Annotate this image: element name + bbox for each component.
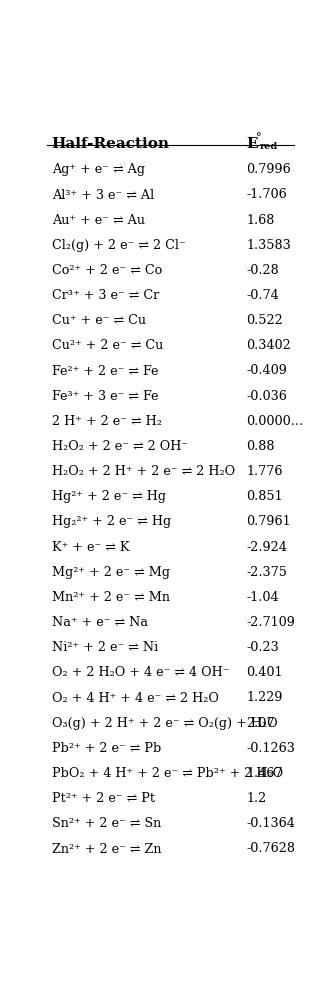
Text: 1.68: 1.68 [246, 213, 275, 226]
Text: 0.3402: 0.3402 [246, 340, 291, 353]
Text: -0.7628: -0.7628 [246, 843, 295, 856]
Text: Cu²⁺ + 2 e⁻ ⇌ Cu: Cu²⁺ + 2 e⁻ ⇌ Cu [52, 340, 163, 353]
Text: -0.1364: -0.1364 [246, 818, 295, 831]
Text: -0.1263: -0.1263 [246, 742, 295, 755]
Text: -0.74: -0.74 [246, 289, 279, 302]
Text: K⁺ + e⁻ ⇌ K: K⁺ + e⁻ ⇌ K [52, 541, 129, 554]
Text: Hg²⁺ + 2 e⁻ ⇌ Hg: Hg²⁺ + 2 e⁻ ⇌ Hg [52, 490, 166, 503]
Text: -2.375: -2.375 [246, 566, 287, 579]
Text: Cl₂(g) + 2 e⁻ ⇌ 2 Cl⁻: Cl₂(g) + 2 e⁻ ⇌ 2 Cl⁻ [52, 239, 186, 252]
Text: Hg₂²⁺ + 2 e⁻ ⇌ Hg: Hg₂²⁺ + 2 e⁻ ⇌ Hg [52, 515, 171, 529]
Text: Al³⁺ + 3 e⁻ ⇌ Al: Al³⁺ + 3 e⁻ ⇌ Al [52, 188, 154, 201]
Text: Fe³⁺ + 3 e⁻ ⇌ Fe: Fe³⁺ + 3 e⁻ ⇌ Fe [52, 389, 158, 402]
Text: O₂ + 4 H⁺ + 4 e⁻ ⇌ 2 H₂O: O₂ + 4 H⁺ + 4 e⁻ ⇌ 2 H₂O [52, 691, 219, 704]
Text: E: E [246, 137, 258, 151]
Text: Ni²⁺ + 2 e⁻ ⇌ Ni: Ni²⁺ + 2 e⁻ ⇌ Ni [52, 641, 158, 654]
Text: 1.229: 1.229 [246, 691, 283, 704]
Text: Half-Reaction: Half-Reaction [52, 137, 170, 151]
Text: O₂ + 2 H₂O + 4 e⁻ ⇌ 4 OH⁻: O₂ + 2 H₂O + 4 e⁻ ⇌ 4 OH⁻ [52, 666, 229, 679]
Text: red: red [259, 141, 278, 150]
Text: Ag⁺ + e⁻ ⇌ Ag: Ag⁺ + e⁻ ⇌ Ag [52, 163, 145, 176]
Text: 1.2: 1.2 [246, 792, 266, 805]
Text: 1.3583: 1.3583 [246, 239, 291, 252]
Text: PbO₂ + 4 H⁺ + 2 e⁻ ⇌ Pb²⁺ + 2 H₂O: PbO₂ + 4 H⁺ + 2 e⁻ ⇌ Pb²⁺ + 2 H₂O [52, 767, 283, 780]
Text: -2.7109: -2.7109 [246, 616, 295, 629]
Text: Zn²⁺ + 2 e⁻ ⇌ Zn: Zn²⁺ + 2 e⁻ ⇌ Zn [52, 843, 161, 856]
Text: Co²⁺ + 2 e⁻ ⇌ Co: Co²⁺ + 2 e⁻ ⇌ Co [52, 264, 162, 277]
Text: Cr³⁺ + 3 e⁻ ⇌ Cr: Cr³⁺ + 3 e⁻ ⇌ Cr [52, 289, 159, 302]
Text: 0.7961: 0.7961 [246, 515, 291, 529]
Text: 0.7996: 0.7996 [246, 163, 291, 176]
Text: 0.401: 0.401 [246, 666, 283, 679]
Text: -0.23: -0.23 [246, 641, 279, 654]
Text: O₃(g) + 2 H⁺ + 2 e⁻ ⇌ O₂(g) + H₂O: O₃(g) + 2 H⁺ + 2 e⁻ ⇌ O₂(g) + H₂O [52, 717, 278, 730]
Text: -0.409: -0.409 [246, 365, 287, 377]
Text: 0.88: 0.88 [246, 440, 275, 453]
Text: 2 H⁺ + 2 e⁻ ⇌ H₂: 2 H⁺ + 2 e⁻ ⇌ H₂ [52, 414, 162, 428]
Text: Mg²⁺ + 2 e⁻ ⇌ Mg: Mg²⁺ + 2 e⁻ ⇌ Mg [52, 566, 170, 579]
Text: -0.28: -0.28 [246, 264, 279, 277]
Text: 0.0000...: 0.0000... [246, 414, 303, 428]
Text: H₂O₂ + 2 H⁺ + 2 e⁻ ⇌ 2 H₂O: H₂O₂ + 2 H⁺ + 2 e⁻ ⇌ 2 H₂O [52, 465, 235, 478]
Text: °: ° [256, 132, 262, 143]
Text: 0.851: 0.851 [246, 490, 283, 503]
Text: -0.036: -0.036 [246, 389, 287, 402]
Text: Fe²⁺ + 2 e⁻ ⇌ Fe: Fe²⁺ + 2 e⁻ ⇌ Fe [52, 365, 158, 377]
Text: 0.522: 0.522 [246, 314, 283, 327]
Text: -2.924: -2.924 [246, 541, 287, 554]
Text: Mn²⁺ + 2 e⁻ ⇌ Mn: Mn²⁺ + 2 e⁻ ⇌ Mn [52, 591, 170, 604]
Text: Pt²⁺ + 2 e⁻ ⇌ Pt: Pt²⁺ + 2 e⁻ ⇌ Pt [52, 792, 155, 805]
Text: Na⁺ + e⁻ ⇌ Na: Na⁺ + e⁻ ⇌ Na [52, 616, 148, 629]
Text: -1.706: -1.706 [246, 188, 287, 201]
Text: 1.776: 1.776 [246, 465, 283, 478]
Text: -1.04: -1.04 [246, 591, 279, 604]
Text: Au⁺ + e⁻ ⇌ Au: Au⁺ + e⁻ ⇌ Au [52, 213, 145, 226]
Text: H₂O₂ + 2 e⁻ ⇌ 2 OH⁻: H₂O₂ + 2 e⁻ ⇌ 2 OH⁻ [52, 440, 188, 453]
Text: 1.467: 1.467 [246, 767, 283, 780]
Text: Pb²⁺ + 2 e⁻ ⇌ Pb: Pb²⁺ + 2 e⁻ ⇌ Pb [52, 742, 161, 755]
Text: Cu⁺ + e⁻ ⇌ Cu: Cu⁺ + e⁻ ⇌ Cu [52, 314, 146, 327]
Text: 2.07: 2.07 [246, 717, 275, 730]
Text: Sn²⁺ + 2 e⁻ ⇌ Sn: Sn²⁺ + 2 e⁻ ⇌ Sn [52, 818, 161, 831]
